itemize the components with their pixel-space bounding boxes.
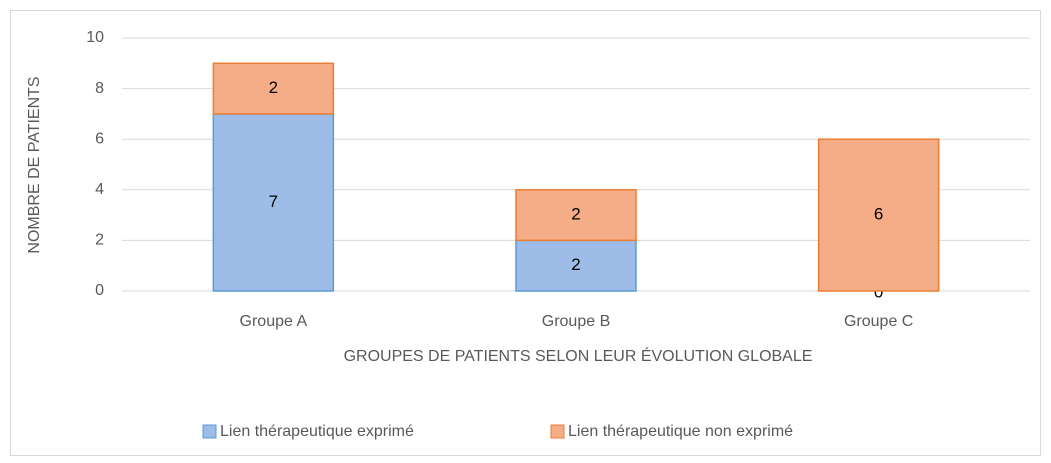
bar-segment [212, 62, 335, 115]
bar-segment [212, 113, 335, 292]
x-tick-label: Groupe C [844, 313, 913, 330]
data-label: 6 [874, 205, 883, 224]
legend-swatch [550, 424, 565, 439]
x-tick-label: Groupe A [240, 313, 308, 330]
x-axis-title: GROUPES DE PATIENTS SELON LEUR ÉVOLUTION… [344, 346, 813, 365]
data-label: 2 [269, 78, 278, 97]
x-tick-label: Groupe B [542, 313, 610, 330]
y-tick-label: 10 [86, 29, 104, 46]
legend-label: Lien thérapeutique exprimé [220, 423, 414, 440]
legend-label: Lien thérapeutique non exprimé [568, 423, 793, 440]
y-tick-label: 6 [95, 130, 104, 147]
bar-segment [515, 189, 637, 242]
bar-segment [817, 138, 940, 292]
y-tick-label: 2 [95, 232, 104, 249]
y-tick-label: 4 [95, 181, 104, 198]
legend-swatch [202, 424, 217, 439]
data-label: 2 [571, 255, 580, 274]
y-tick-label: 0 [95, 282, 104, 299]
data-label: 0 [874, 282, 883, 301]
data-label: 2 [571, 205, 580, 224]
data-label: 7 [269, 192, 278, 211]
y-tick-label: 8 [95, 80, 104, 97]
y-axis-title: NOMBRE DE PATIENTS [26, 76, 43, 253]
